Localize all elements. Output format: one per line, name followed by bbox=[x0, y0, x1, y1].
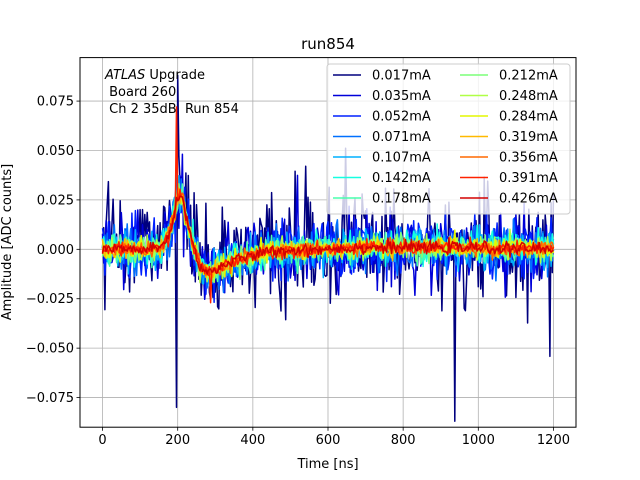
y-tick-label: −0.025 bbox=[26, 292, 74, 307]
x-tick-label: 1200 bbox=[537, 433, 570, 448]
x-tick-label: 1000 bbox=[462, 433, 495, 448]
series-line-0.426mA bbox=[101, 195, 554, 275]
legend-label: 0.017mA bbox=[372, 69, 431, 84]
y-tick-label: −0.075 bbox=[26, 391, 74, 406]
legend-label: 0.107mA bbox=[372, 151, 431, 166]
x-axis-ticks: 0 200 400 600 800 1000 1200 bbox=[98, 427, 570, 448]
annotation-line-1: ATLAS Upgrade bbox=[104, 68, 205, 83]
legend-label: 0.035mA bbox=[372, 89, 431, 104]
y-tick-label: 0.000 bbox=[37, 243, 74, 258]
legend-label: 0.391mA bbox=[499, 171, 558, 186]
y-tick-label: 0.050 bbox=[37, 144, 74, 159]
legend-box bbox=[326, 63, 571, 215]
legend: 0.017mA 0.035mA 0.052mA 0.071mA 0.107mA 0.142… bbox=[326, 63, 571, 215]
annotation-atlas: ATLAS bbox=[104, 68, 145, 83]
series-layer bbox=[101, 74, 555, 423]
x-axis-label: Time [ns] bbox=[296, 457, 358, 472]
y-tick-label: −0.050 bbox=[26, 342, 74, 357]
legend-label: 0.248mA bbox=[499, 89, 558, 104]
legend-label: 0.052mA bbox=[372, 110, 431, 125]
x-tick-label: 600 bbox=[316, 433, 341, 448]
legend-label: 0.356mA bbox=[499, 151, 558, 166]
legend-label: 0.284mA bbox=[499, 110, 558, 125]
legend-label: 0.178mA bbox=[372, 192, 431, 207]
annotation-line-3: Ch 2 35dB Run 854 bbox=[105, 102, 239, 117]
legend-label: 0.212mA bbox=[499, 69, 558, 84]
y-axis-label: Amplitude [ADC counts] bbox=[0, 164, 15, 320]
x-tick-label: 400 bbox=[240, 433, 265, 448]
legend-label: 0.071mA bbox=[372, 130, 431, 145]
annotation-line-2: Board 260 bbox=[105, 85, 176, 100]
y-tick-label: 0.075 bbox=[37, 95, 74, 110]
series-line-0.319mA bbox=[101, 187, 555, 279]
y-tick-label: 0.025 bbox=[37, 193, 74, 208]
legend-label: 0.319mA bbox=[499, 130, 558, 145]
legend-label: 0.426mA bbox=[499, 192, 558, 207]
annotation-upgrade: Upgrade bbox=[145, 68, 205, 83]
x-tick-label: 200 bbox=[165, 433, 190, 448]
y-axis-ticks: −0.075 −0.050 −0.025 0.000 0.025 0.050 0.075 bbox=[26, 95, 80, 406]
x-tick-label: 0 bbox=[98, 433, 106, 448]
x-tick-label: 800 bbox=[391, 433, 416, 448]
legend-label: 0.142mA bbox=[372, 171, 431, 186]
chart-title: run854 bbox=[301, 35, 355, 53]
series-line-0.391mA bbox=[101, 106, 555, 304]
plot-annotation: ATLAS Upgrade Board 260 Ch 2 35dB Run 85… bbox=[104, 68, 239, 117]
